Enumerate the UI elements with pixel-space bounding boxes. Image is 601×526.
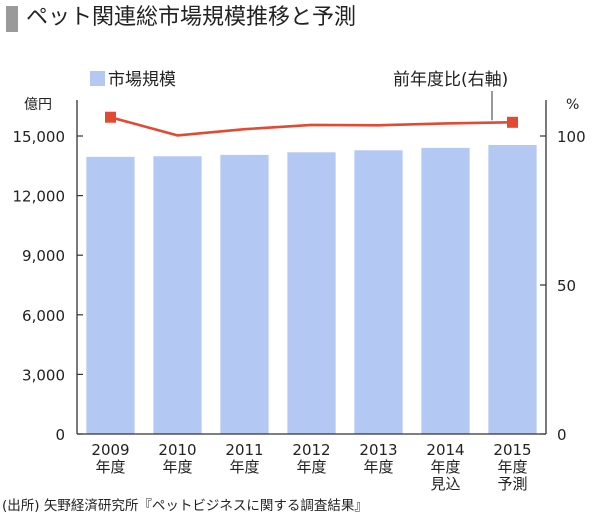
right-tick-label: 100 [557,128,586,146]
bar-2013 [354,150,403,434]
left-tick-label: 6,000 [22,307,65,325]
axes: 0 3,000 6,000 9,000 12,000 15,000 0 50 100 億円% [13,97,586,444]
x-tick-label: 年度 [363,458,393,476]
x-tick-label: 2011 [225,441,263,459]
right-tick-label: 50 [557,277,576,295]
yoy-marker-2009 [105,111,116,123]
page-title: ペット関連総市場規模推移と予測 [26,5,357,30]
x-tick-label: 2010 [158,441,196,459]
left-tick-label: 9,000 [22,247,65,265]
x-tick-label: 年度 [229,458,259,476]
x-tick-label: 年度 [430,458,460,476]
yoy-line [110,115,513,137]
legend-line-label: 前年度比(右軸) [393,70,508,90]
left-tick-label: 3,000 [22,366,65,384]
legend-bar-swatch [90,71,105,86]
x-tick-label: 2014 [426,441,464,459]
x-tick-label: 年度 [162,458,192,476]
x-tick-label: 2015 [493,441,531,459]
x-tick-label: 2009 [91,441,129,459]
left-tick-label: 15,000 [13,128,66,146]
x-tick-label: 2013 [359,441,397,459]
yoy-marker-2015 [507,116,518,128]
right-tick-label: 0 [557,426,567,444]
x-tick-label: 予測 [497,475,527,493]
x-tick-label: 年度 [296,458,326,476]
x-tick-label: 年度 [497,458,527,476]
left-axis-unit: 億円 [24,97,52,113]
bar-2010 [153,156,202,434]
left-tick-label: 0 [55,426,65,444]
right-axis-unit: % [566,97,579,113]
x-tick-label: 見込 [430,475,460,493]
line-series [105,111,518,137]
title-accent-bar [6,6,18,32]
legend: 市場規模 前年度比(右軸) [90,70,508,121]
left-tick-label: 12,000 [13,188,66,206]
x-tick-label: 年度 [95,458,125,476]
bar-2015 [488,144,537,434]
bar-series [86,144,537,435]
bar-2012 [287,152,336,435]
bar-2009 [86,156,135,435]
legend-bar-label: 市場規模 [108,70,176,90]
bar-2014 [421,147,470,435]
source-note: (出所) 矢野経済研究所『ペットビジネスに関する調査結果』 [2,498,368,514]
x-axis-labels: 2009年度2010年度2011年度2012年度2013年度2014年度見込20… [91,441,531,493]
x-tick-label: 2012 [292,441,330,459]
bar-2011 [220,154,269,434]
